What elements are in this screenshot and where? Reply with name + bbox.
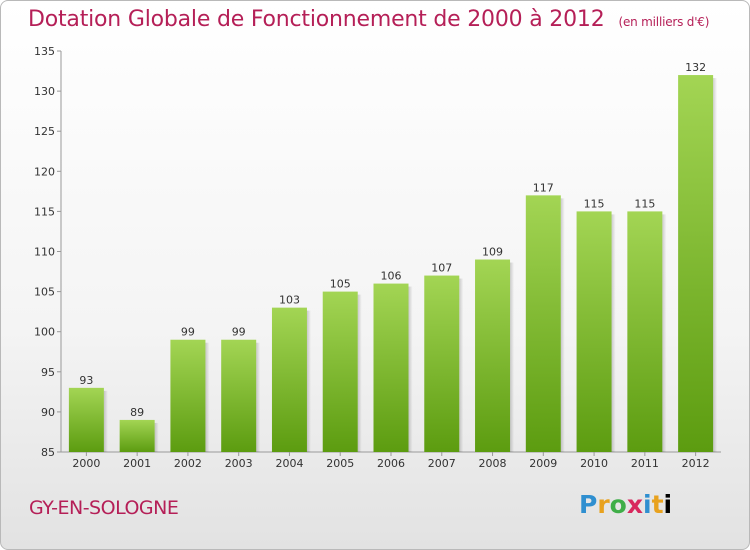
- bar-value-label: 106: [381, 270, 402, 283]
- bar-shadow: [560, 198, 565, 452]
- x-tick-label: 2005: [326, 457, 354, 470]
- bar-shadow: [408, 286, 413, 452]
- bar-shadow: [510, 262, 515, 452]
- proxiti-logo: Proxiti: [579, 490, 672, 519]
- bar-shadow: [306, 310, 311, 452]
- y-tick-label: 95: [41, 366, 55, 379]
- x-tick-label: 2007: [428, 457, 456, 470]
- logo-letter: r: [597, 490, 610, 519]
- x-tick-label: 2008: [479, 457, 507, 470]
- logo-letter: o: [609, 490, 627, 519]
- commune-name: GY-EN-SOLOGNE: [29, 497, 179, 519]
- bar-value-label: 115: [584, 197, 605, 210]
- bar-shadow: [713, 78, 718, 452]
- bar: [119, 419, 155, 452]
- x-tick-label: 2011: [631, 457, 659, 470]
- y-tick-label: 90: [41, 406, 55, 419]
- logo-letter: t: [651, 490, 664, 519]
- chart-title-text: Dotation Globale de Fonctionnement de 20…: [28, 7, 605, 32]
- x-tick-label: 2006: [377, 457, 405, 470]
- logo-letter: i: [663, 490, 673, 519]
- bar-value-label: 89: [130, 406, 144, 419]
- bar: [322, 291, 358, 452]
- bars: 93 89 99 99 103 105 106 107 109 117 115 115 132: [68, 61, 718, 453]
- bar-shadow: [154, 422, 159, 452]
- chart-title: Dotation Globale de Fonctionnement de 20…: [28, 7, 709, 32]
- logo-letter: i: [643, 490, 652, 519]
- bar-value-label: 93: [79, 374, 93, 387]
- bar: [678, 75, 714, 452]
- x-tick-label: 2003: [225, 457, 253, 470]
- x-tick-label: 2004: [275, 457, 303, 470]
- x-tick-label: 2000: [72, 457, 100, 470]
- bar: [525, 195, 561, 453]
- bar-value-label: 105: [330, 278, 351, 291]
- bar-value-label: 115: [634, 197, 655, 210]
- y-tick-label: 125: [34, 125, 55, 138]
- bar: [170, 339, 206, 452]
- bar: [68, 387, 104, 452]
- y-tick-label: 85: [41, 446, 55, 459]
- bar-shadow: [662, 214, 667, 452]
- y-tick-label: 115: [34, 205, 55, 218]
- bar: [627, 211, 663, 452]
- bar-value-label: 107: [431, 262, 452, 275]
- y-tick-label: 110: [34, 246, 55, 259]
- bar: [424, 275, 460, 452]
- bar: [271, 307, 307, 452]
- y-tick-label: 135: [34, 45, 55, 58]
- bar-shadow: [611, 214, 616, 452]
- y-tick-label: 100: [34, 326, 55, 339]
- bar-shadow: [459, 278, 464, 452]
- bar-shadow: [205, 342, 210, 452]
- x-tick-label: 2009: [529, 457, 557, 470]
- bar: [221, 339, 257, 452]
- logo-letter: P: [579, 490, 598, 519]
- x-tick-label: 2012: [682, 457, 710, 470]
- bar: [576, 211, 612, 452]
- x-tick-label: 2010: [580, 457, 608, 470]
- x-tick-label: 2002: [174, 457, 202, 470]
- bar: [373, 283, 409, 452]
- logo-letter: x: [626, 490, 643, 519]
- y-tick-label: 120: [34, 165, 55, 178]
- bar-shadow: [357, 294, 362, 452]
- bar-value-label: 109: [482, 246, 503, 259]
- bar-value-label: 103: [279, 294, 300, 307]
- chart-subtitle: (en milliers d'€): [618, 15, 710, 29]
- bar: [475, 259, 511, 452]
- bar-value-label: 117: [533, 181, 554, 194]
- bar-value-label: 99: [181, 326, 195, 339]
- bar-shadow: [256, 342, 261, 452]
- bar-value-label: 99: [232, 326, 246, 339]
- x-tick-label: 2001: [123, 457, 151, 470]
- y-tick-label: 130: [34, 85, 55, 98]
- bar-value-label: 132: [685, 61, 706, 74]
- axes: 85 90 95 100 105 110 115 120 125 130 135 2000 2001 20…: [34, 45, 721, 470]
- bar-shadow: [103, 390, 108, 452]
- y-tick-label: 105: [34, 286, 55, 299]
